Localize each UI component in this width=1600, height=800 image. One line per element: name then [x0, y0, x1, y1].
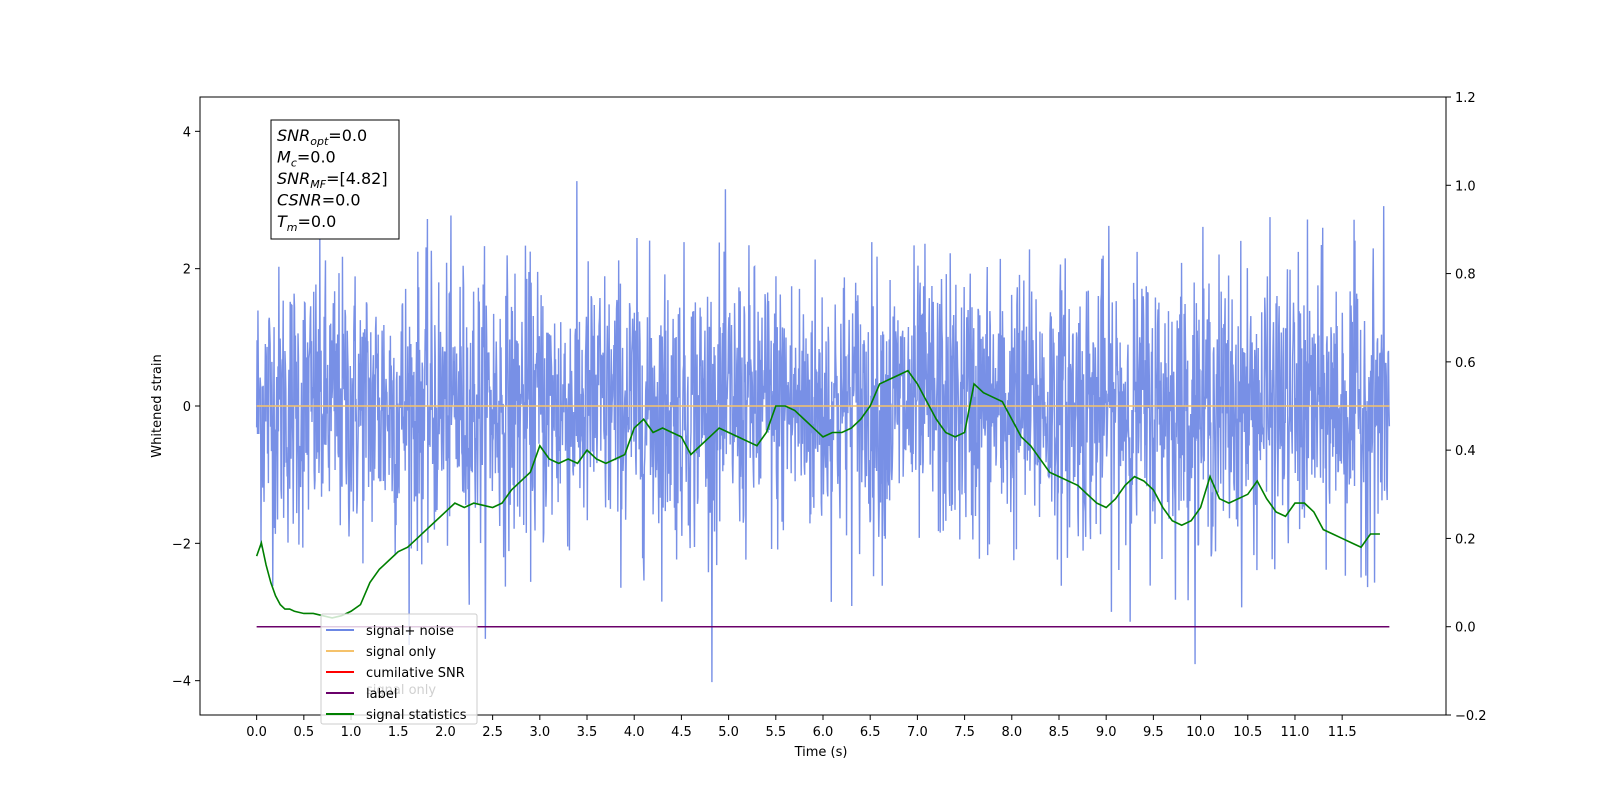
x-tick-label: 10.5: [1233, 725, 1262, 740]
x-tick-label: 6.0: [813, 725, 834, 740]
signal-noise-line: [255, 181, 1391, 683]
series-signal-noise: [255, 181, 1391, 683]
x-tick-label: 2.0: [435, 725, 456, 740]
y2-tick-label: 0.2: [1455, 532, 1476, 547]
legend: signal only signal+ noise signal only cumi…: [320, 613, 478, 725]
y-axis-ticks: 4 2 0 −2 −4: [172, 125, 200, 690]
x-axis-ticks: 0.0 0.5 1.0 1.5 2.0 2.5 3.0 3.5 4.0 4.5 5.0 5.5 6.0 6…: [246, 715, 1357, 740]
y2-tick-label: −0.2: [1455, 709, 1487, 724]
y2-tick-label: 0.0: [1455, 621, 1476, 636]
info-line: Tm=0.0: [277, 212, 336, 234]
legend-label: signal+ noise: [366, 624, 454, 639]
legend-label: signal statistics: [366, 708, 467, 723]
x-tick-label: 9.0: [1096, 725, 1117, 740]
x-tick-label: 7.0: [907, 725, 928, 740]
info-line: SNRMF=[4.82]: [277, 169, 388, 191]
x-tick-label: 5.5: [765, 725, 786, 740]
legend-occluded-text: signal only: [366, 683, 436, 698]
y-axis-label: Whitened strain: [150, 354, 165, 457]
x-tick-label: 1.0: [341, 725, 362, 740]
x-tick-label: 1.5: [388, 725, 409, 740]
y-tick-label: −2: [172, 537, 191, 552]
x-tick-label: 11.5: [1328, 725, 1357, 740]
x-tick-label: 3.0: [529, 725, 550, 740]
legend-label: signal only: [366, 645, 436, 660]
x-tick-label: 4.0: [624, 725, 645, 740]
y2-tick-label: 1.2: [1455, 91, 1476, 106]
x-tick-label: 0.0: [246, 725, 267, 740]
y-tick-label: 2: [183, 263, 191, 278]
y-tick-label: 4: [183, 125, 191, 140]
y2-tick-label: 1.0: [1455, 179, 1476, 194]
series-line-signal-statistics: [255, 369, 1380, 619]
x-axis-label: Time (s): [794, 745, 848, 760]
y2-tick-label: 0.6: [1455, 356, 1476, 371]
x-tick-label: 11.0: [1280, 725, 1309, 740]
x-tick-label: 6.5: [860, 725, 881, 740]
x-tick-label: 7.5: [954, 725, 975, 740]
y-tick-label: −4: [172, 675, 191, 690]
x-tick-label: 3.5: [577, 725, 598, 740]
info-line: Mc=0.0: [277, 148, 336, 170]
legend-label: cumilative SNR: [366, 666, 465, 681]
legend-label: label: [366, 687, 397, 702]
x-tick-label: 5.0: [718, 725, 739, 740]
y-tick-label: 0: [183, 400, 191, 415]
x-tick-label: 2.5: [482, 725, 503, 740]
x-tick-label: 10.0: [1186, 725, 1215, 740]
x-tick-label: 0.5: [293, 725, 314, 740]
y2-tick-label: 0.8: [1455, 268, 1476, 283]
legend-frame: [320, 613, 478, 725]
y2-axis-ticks: 1.2 1.0 0.8 0.6 0.4 0.2 0.0 −0.2: [1446, 91, 1487, 724]
info-line: CSNR=0.0: [277, 191, 361, 210]
x-tick-label: 8.5: [1049, 725, 1070, 740]
y2-tick-label: 0.4: [1455, 444, 1476, 459]
x-tick-label: 9.5: [1143, 725, 1164, 740]
info-line: SNRopt=0.0: [277, 126, 367, 148]
x-tick-label: 4.5: [671, 725, 692, 740]
info-box-frame: [270, 119, 400, 240]
x-tick-label: 8.0: [1001, 725, 1022, 740]
